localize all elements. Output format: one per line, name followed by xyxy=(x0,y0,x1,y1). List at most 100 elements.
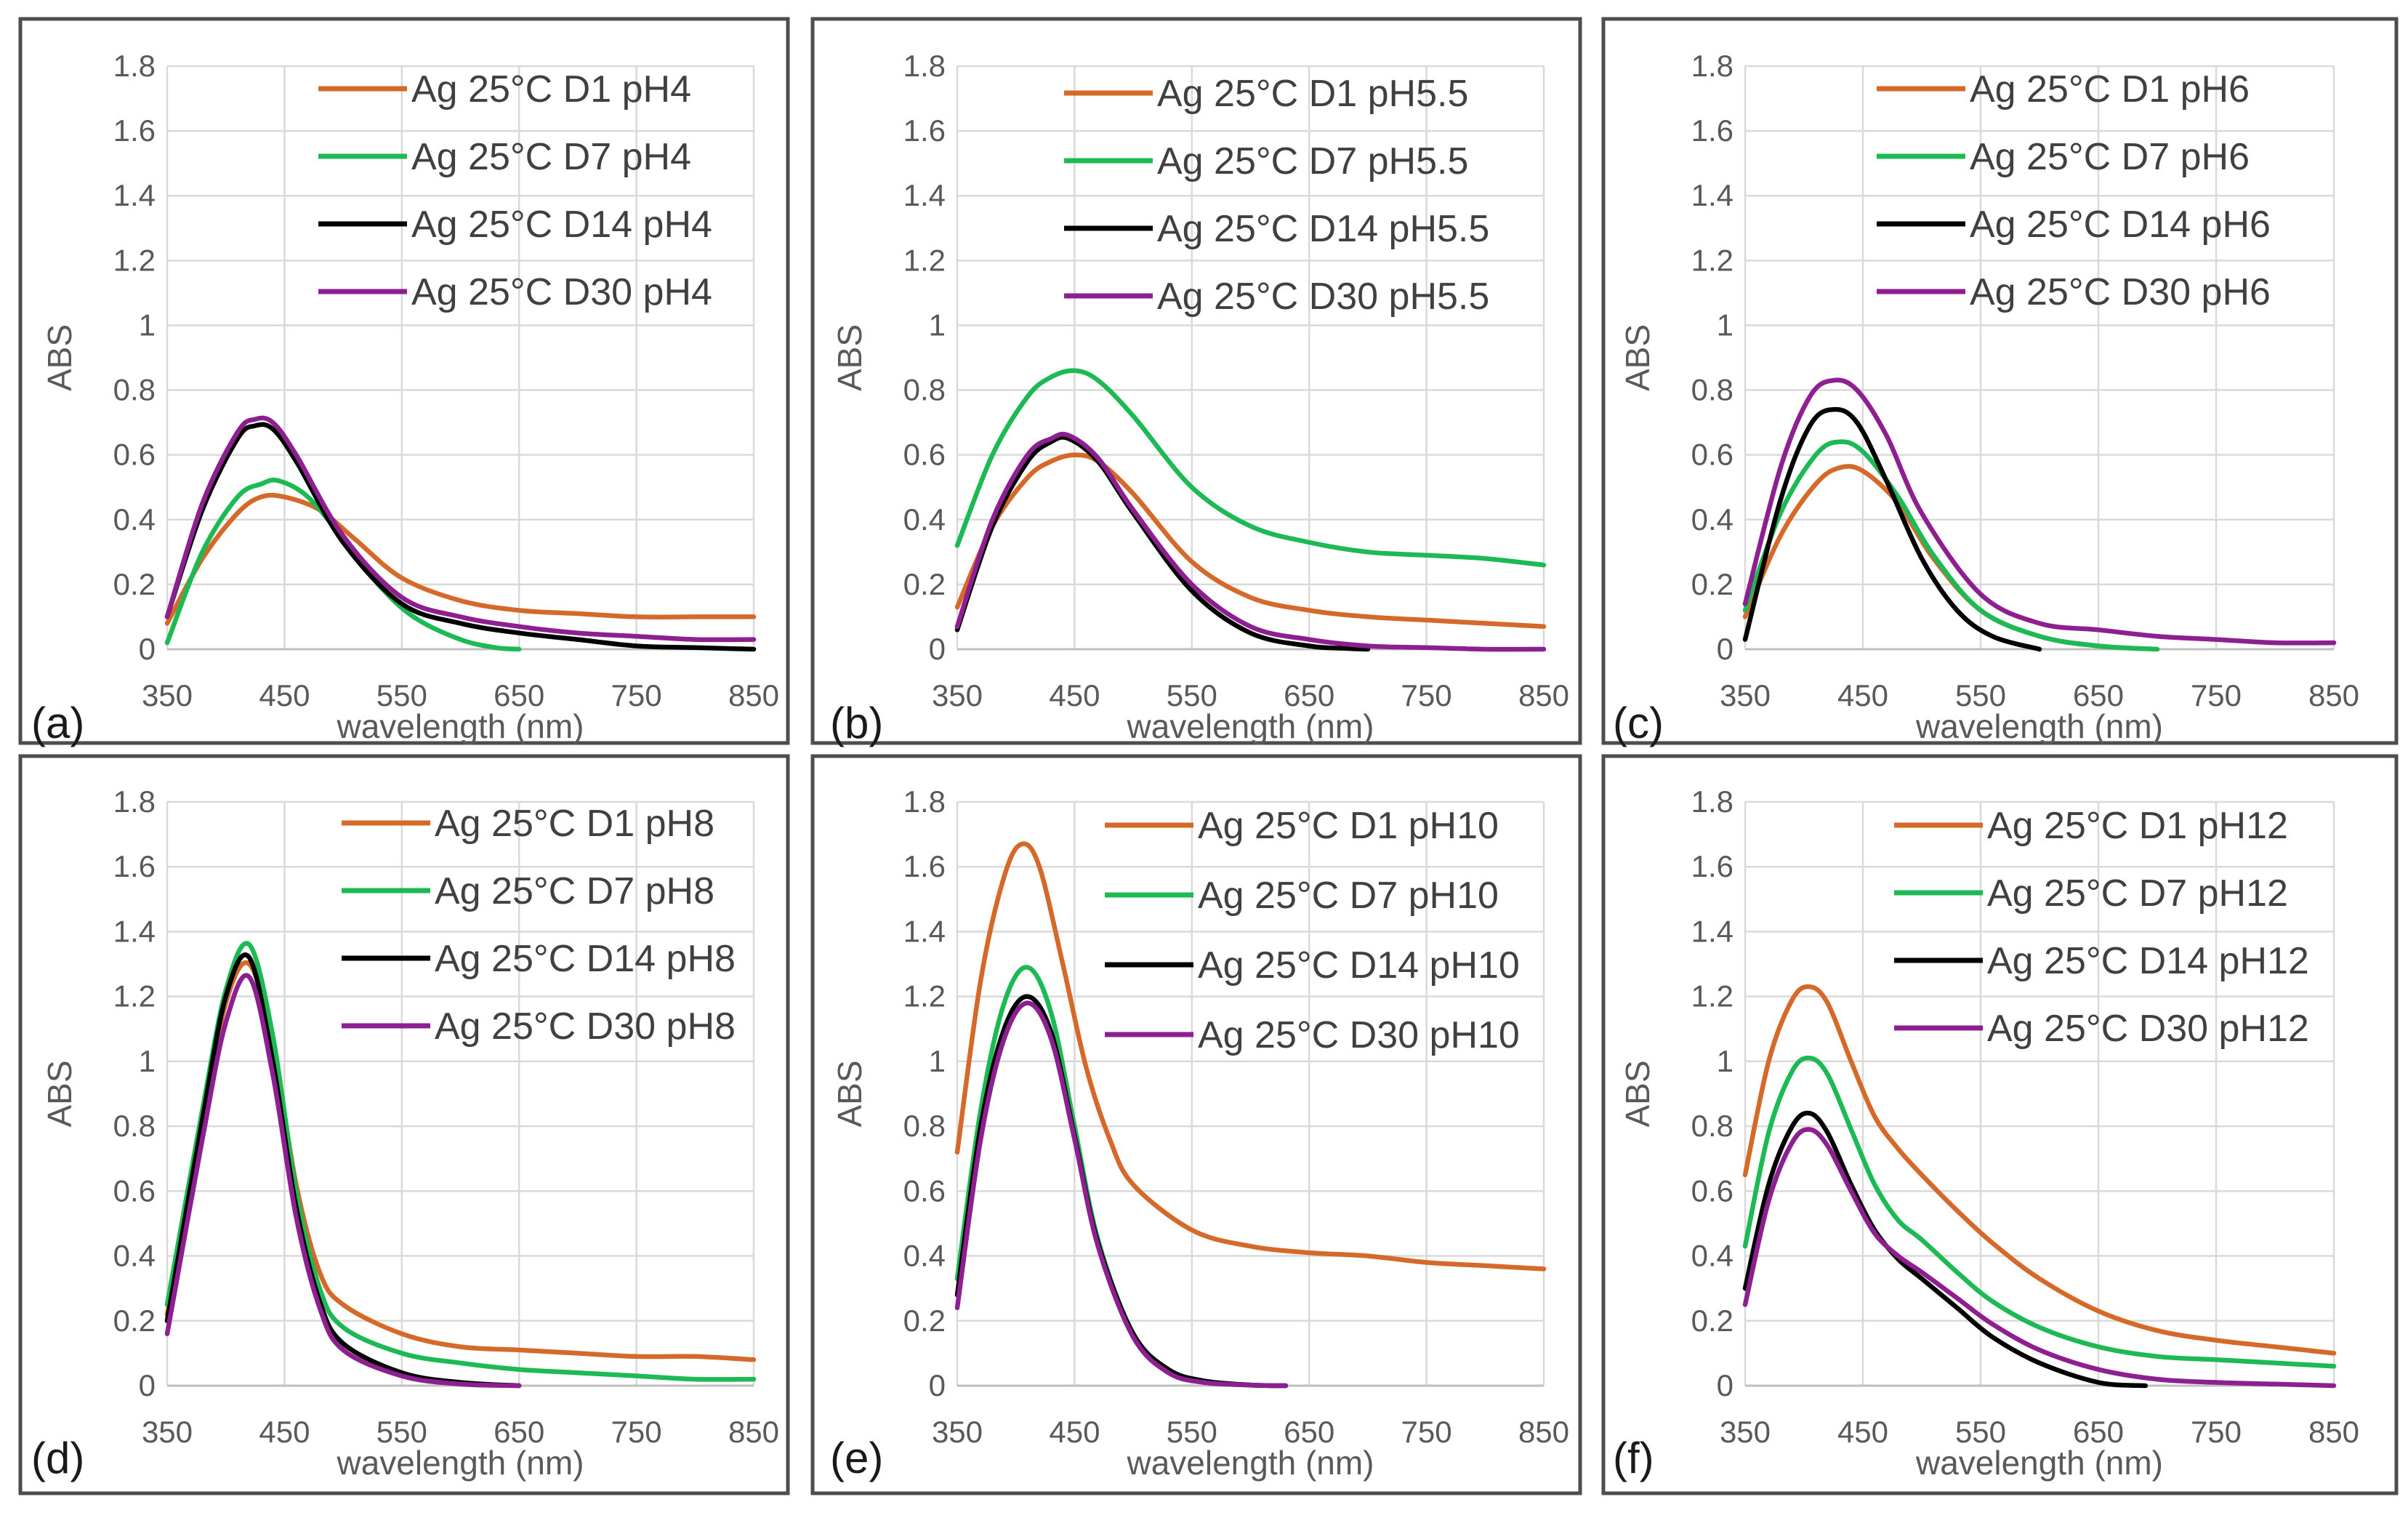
x-tick-label: 350 xyxy=(932,1415,983,1449)
y-tick-label: 1 xyxy=(1717,1044,1733,1078)
y-tick-label: 1 xyxy=(929,1044,946,1078)
legend-entry: Ag 25°C D30 pH10 xyxy=(1198,1014,1520,1056)
series-line-d1 xyxy=(164,492,757,626)
y-tick-label: 0.8 xyxy=(903,1109,946,1143)
legend-entry: Ag 25°C D30 pH6 xyxy=(1970,271,2271,313)
panel-frame xyxy=(18,17,790,745)
y-tick-label: 0 xyxy=(1717,632,1733,666)
series-line-d7 xyxy=(164,477,522,652)
x-tick-label: 650 xyxy=(2073,1415,2124,1449)
panel-label: (e) xyxy=(830,1434,883,1482)
y-tick-label: 0.2 xyxy=(113,567,156,601)
x-tick-label: 350 xyxy=(932,678,983,712)
y-tick-label: 1.4 xyxy=(903,914,946,948)
x-tick-label: 850 xyxy=(728,678,779,712)
y-tick-label: 1.2 xyxy=(113,979,156,1013)
x-tick-label: 650 xyxy=(2073,678,2124,712)
y-tick-label: 0.2 xyxy=(113,1304,156,1338)
x-tick-label: 550 xyxy=(376,1415,427,1449)
chart-panel-1: 0 0.2 0.4 0.6 0.8 1 1.2 1.4 1.6 1.8 350 450 550 650 75… xyxy=(18,17,790,747)
legend-entry: Ag 25°C D7 pH5.5 xyxy=(1157,140,1468,182)
x-tick-label: 750 xyxy=(1401,1415,1452,1449)
y-tick-label: 0.2 xyxy=(903,567,946,601)
x-tick-label: 550 xyxy=(1955,1415,2006,1449)
y-axis-title: ABS xyxy=(1619,1060,1656,1127)
x-tick-label: 550 xyxy=(376,678,427,712)
y-tick-label: 0 xyxy=(139,632,156,666)
y-tick-label: 1.6 xyxy=(1691,849,1733,883)
chart-panel-2: 0 0.2 0.4 0.6 0.8 1 1.2 1.4 1.6 1.8 350 450 550 650 75… xyxy=(810,17,1582,747)
panel-label: (a) xyxy=(31,699,84,747)
x-tick-label: 550 xyxy=(1167,1415,1217,1449)
chart-panel-5: 0 0.2 0.4 0.6 0.8 1 1.2 1.4 1.6 1.8 350 450 550 650 75… xyxy=(810,754,1582,1495)
series-line-d30 xyxy=(164,415,757,643)
panel-frame xyxy=(810,754,1582,1495)
y-tick-label: 1.4 xyxy=(1691,178,1733,212)
panel-label: (b) xyxy=(830,699,883,747)
y-tick-label: 0 xyxy=(929,1368,946,1402)
y-axis-title: ABS xyxy=(41,1060,78,1127)
y-tick-label: 1.4 xyxy=(113,914,156,948)
y-axis-title: ABS xyxy=(831,1060,869,1127)
x-tick-label: 650 xyxy=(1284,1415,1334,1449)
y-tick-label: 0.2 xyxy=(1691,567,1733,601)
series-line-d30 xyxy=(1742,1127,2337,1389)
x-tick-label: 650 xyxy=(494,678,544,712)
y-tick-label: 1.2 xyxy=(903,979,946,1013)
y-tick-label: 1.8 xyxy=(1691,784,1733,819)
y-tick-label: 1.6 xyxy=(903,849,946,883)
x-tick-label: 650 xyxy=(1284,678,1334,712)
y-tick-label: 1.4 xyxy=(113,178,156,212)
series-line-d30 xyxy=(954,1000,1289,1389)
y-tick-label: 1.2 xyxy=(1691,243,1733,277)
x-tick-label: 350 xyxy=(1720,1415,1771,1449)
y-tick-label: 0.6 xyxy=(1691,438,1733,472)
x-tick-label: 750 xyxy=(2191,1415,2242,1449)
series-line-d30 xyxy=(1742,377,2337,646)
y-tick-label: 1.8 xyxy=(113,49,156,83)
y-axis-title: ABS xyxy=(41,324,78,391)
series-line-d14 xyxy=(1742,406,2042,652)
y-tick-label: 1.6 xyxy=(113,113,156,148)
y-tick-label: 0.4 xyxy=(903,1239,946,1273)
y-tick-label: 1 xyxy=(139,1044,156,1078)
x-axis-title: wavelength (nm) xyxy=(1915,1444,2163,1482)
chart-panel-4: 0 0.2 0.4 0.6 0.8 1 1.2 1.4 1.6 1.8 350 450 550 650 75… xyxy=(18,754,790,1495)
y-tick-label: 0 xyxy=(1717,1368,1733,1402)
x-axis-title: wavelength (nm) xyxy=(1915,707,2163,745)
x-tick-label: 450 xyxy=(259,1415,310,1449)
x-tick-label: 850 xyxy=(2308,678,2359,712)
y-tick-label: 1 xyxy=(929,308,946,342)
y-tick-label: 0.6 xyxy=(903,1173,946,1208)
y-tick-label: 1.8 xyxy=(1691,49,1733,83)
y-tick-label: 0.8 xyxy=(113,1109,156,1143)
legend-entry: Ag 25°C D1 pH8 xyxy=(435,803,714,845)
y-tick-label: 0.8 xyxy=(113,373,156,407)
y-tick-label: 1.6 xyxy=(903,113,946,148)
x-tick-label: 350 xyxy=(142,1415,193,1449)
legend-entry: Ag 25°C D30 pH8 xyxy=(435,1005,736,1048)
x-tick-label: 550 xyxy=(1955,678,2006,712)
y-tick-label: 0.4 xyxy=(1691,502,1733,537)
y-tick-label: 1.2 xyxy=(113,243,156,277)
x-tick-label: 650 xyxy=(494,1415,544,1449)
legend-entry: Ag 25°C D1 pH10 xyxy=(1198,805,1499,847)
x-tick-label: 750 xyxy=(611,1415,662,1449)
y-tick-label: 0.6 xyxy=(1691,1173,1733,1208)
series-line-d14 xyxy=(164,422,757,652)
y-axis-title: ABS xyxy=(1619,324,1656,391)
x-tick-label: 750 xyxy=(611,678,662,712)
panel-label: (d) xyxy=(31,1434,84,1482)
y-tick-label: 0.4 xyxy=(903,502,946,537)
legend-entry: Ag 25°C D7 pH6 xyxy=(1970,136,2250,178)
x-tick-label: 350 xyxy=(1720,678,1771,712)
x-tick-label: 550 xyxy=(1167,678,1217,712)
legend-entry: Ag 25°C D30 pH4 xyxy=(411,271,712,313)
legend-entry: Ag 25°C D14 pH12 xyxy=(1987,940,2309,982)
x-tick-label: 850 xyxy=(2308,1415,2359,1449)
legend-entry: Ag 25°C D7 pH10 xyxy=(1198,875,1499,917)
x-tick-label: 450 xyxy=(1837,1415,1888,1449)
y-tick-label: 0 xyxy=(139,1368,156,1402)
x-tick-label: 750 xyxy=(1401,678,1452,712)
